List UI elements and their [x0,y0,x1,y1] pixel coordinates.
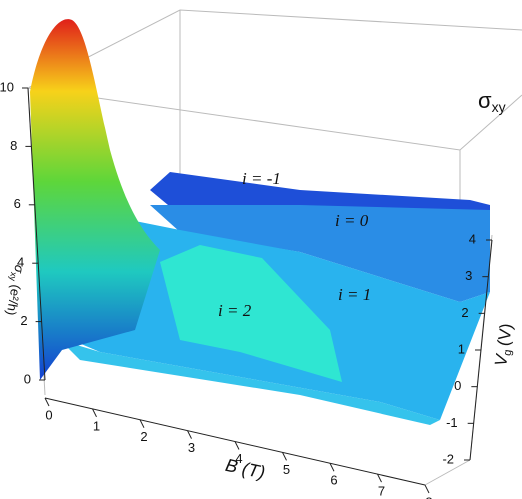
z-axis-symbol: σ [11,264,27,275]
x-tick-label: 6 [330,473,337,488]
z-tick-label: 10 [0,79,14,94]
x-tick-label: 0 [45,407,52,422]
x-tick [187,430,192,439]
surface-peak [30,19,160,380]
x-tick [92,408,97,418]
y-tick-label: 3 [465,268,472,283]
x-tick-label: 2 [140,429,147,444]
x-tick-label: 7 [378,484,385,499]
surface-region [150,205,490,302]
y-tick-label: 2 [461,305,468,320]
annotation: i = 1 [338,285,371,304]
x-tick [329,463,335,472]
x-tick-label: 3 [188,440,195,455]
z-tick-label: 2 [20,313,27,328]
x-tick-label: 1 [93,418,100,433]
x-tick-label: 5 [283,462,290,477]
surface-region [160,245,342,382]
z-axis-title: σxy(e²/h) [1,263,27,316]
x-tick-label: 8 [425,494,432,499]
annotation: i = -1 [242,169,281,188]
x-tick [282,452,287,461]
y-axis-symbol: V [492,352,513,368]
x-tick [234,441,240,450]
x-tick [44,397,50,407]
corner-subscript: xy [492,99,506,115]
y-axis-title: Vg (V) [492,322,518,368]
z-tick-label: 6 [14,196,21,211]
y-axis-subscript: g [502,349,515,357]
y-tick-label: -2 [442,451,454,466]
x-tick-label: 4 [235,451,242,466]
corner-label: σxy [478,88,506,115]
z-axis-subscript: xy [7,271,18,282]
y-axis-unit: (V) [494,322,516,347]
y-tick-label: 0 [454,378,461,393]
corner-symbol: σ [478,88,492,113]
y-tick-label: 1 [458,341,465,356]
annotation: i = 2 [218,301,252,320]
y-tick-label: -1 [446,415,458,430]
x-tick [424,484,430,494]
y-tick-label: 4 [469,231,476,246]
z-tick-label: 8 [10,138,17,153]
annotation: i = 0 [335,211,369,230]
surface-region [60,340,440,425]
z-tick-label: 4 [17,255,24,270]
x-axis-title: B (T) [224,455,267,483]
x-tick [377,473,382,483]
z-tick-label: 0 [24,371,31,386]
z-axis-unit: (e²/h) [3,283,23,316]
x-tick [139,419,145,428]
surface [30,19,490,425]
axis-line [27,87,46,381]
